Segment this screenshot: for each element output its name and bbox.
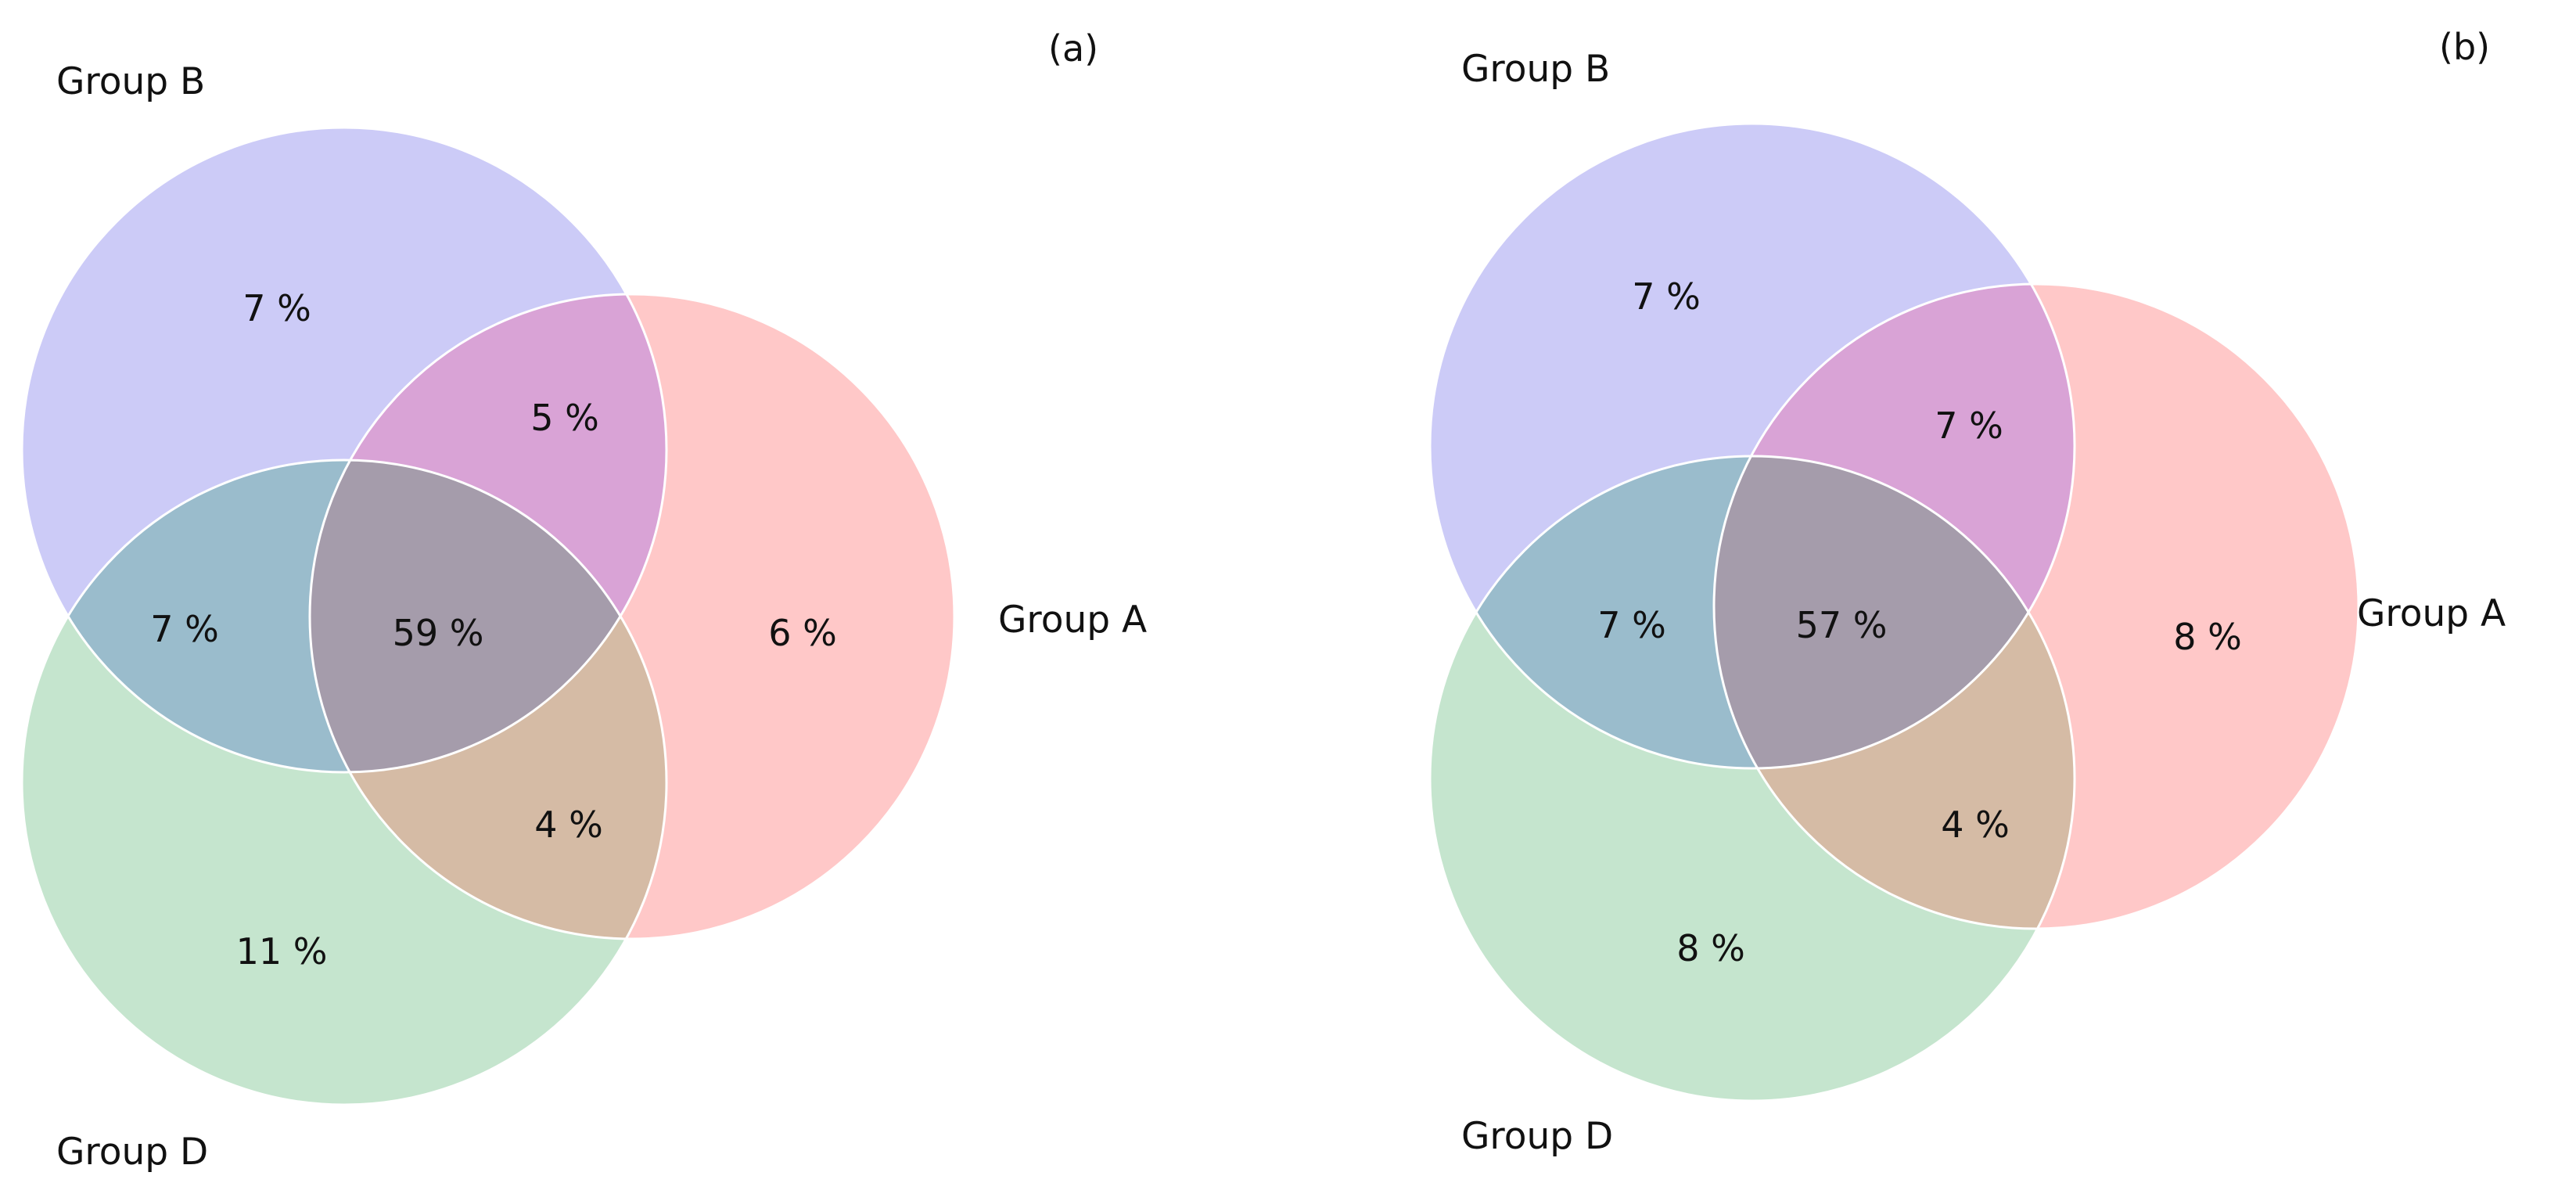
group-label-a: Group A: [998, 599, 1147, 642]
region-label-b-only: 7 %: [1632, 275, 1701, 318]
group-label-b: Group B: [56, 60, 205, 103]
region-label-a-b: 5 %: [530, 397, 599, 439]
region-label-b-d: 7 %: [1597, 604, 1666, 646]
outline-group-a: [308, 293, 956, 940]
region-label-d-only: 8 %: [1676, 927, 1745, 969]
group-label-a: Group A: [2357, 592, 2506, 635]
group-label-b: Group B: [1461, 48, 1610, 91]
region-label-a-d: 4 %: [1941, 804, 2010, 846]
venn-panel-b: (b) Group B Group A Group D 7 % 7 % 7 % …: [1428, 26, 2506, 1158]
outline-group-a: [1712, 282, 2360, 930]
panel-tag: (b): [2439, 26, 2490, 68]
group-label-d: Group D: [56, 1131, 208, 1174]
outline-group-b: [1428, 122, 2076, 770]
group-label-d: Group D: [1461, 1115, 1613, 1158]
region-label-a-b: 7 %: [1935, 405, 2003, 447]
region-label-a-b-d: 57 %: [1796, 604, 1888, 646]
region-label-a-only: 8 %: [2173, 616, 2242, 658]
region-label-a-only: 6 %: [768, 612, 837, 654]
region-label-a-b-d: 59 %: [393, 612, 484, 654]
outline-group-b: [20, 126, 668, 774]
panel-tag: (a): [1048, 27, 1098, 70]
region-label-b-only: 7 %: [243, 287, 311, 329]
region-label-b-d: 7 %: [150, 608, 219, 650]
region-label-a-d: 4 %: [534, 804, 603, 846]
outline-group-d: [20, 458, 668, 1106]
region-label-d-only: 11 %: [236, 930, 328, 973]
venn-panel-a: (a) Group B Group A Group D 7 % 5 % 7 % …: [20, 27, 1147, 1174]
